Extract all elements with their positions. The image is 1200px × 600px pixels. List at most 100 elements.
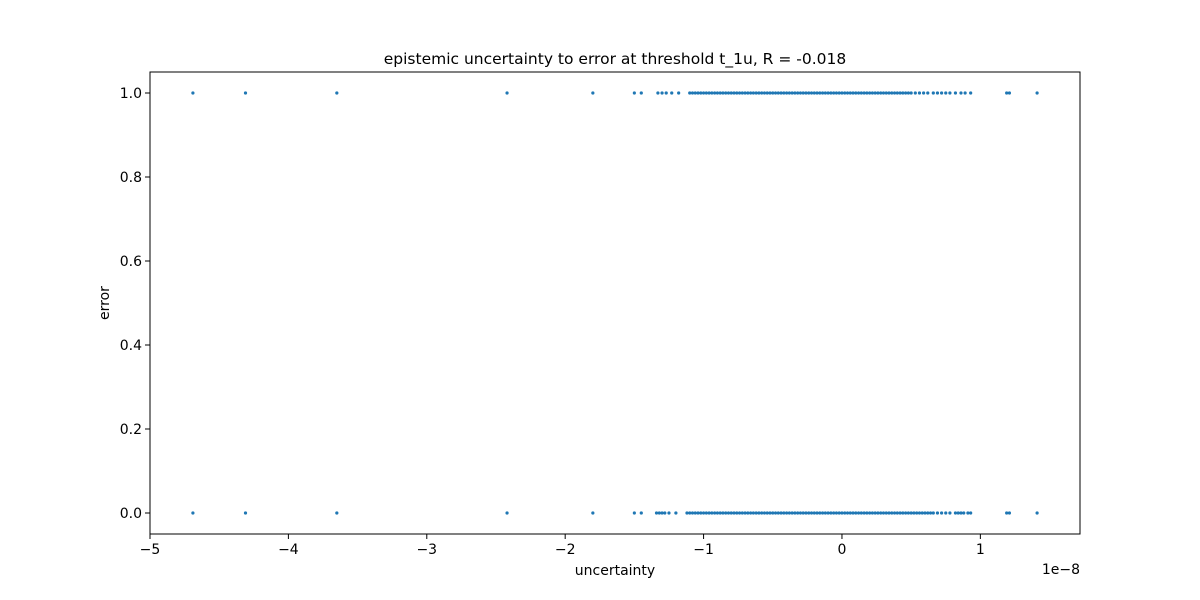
scatter-point — [690, 511, 695, 515]
scatter-point — [505, 511, 509, 515]
scatter-point — [724, 91, 728, 95]
scatter-point — [953, 511, 958, 515]
scatter-point — [876, 511, 880, 515]
scatter-point — [856, 91, 861, 95]
scatter-point — [944, 511, 948, 515]
scatter-point — [804, 91, 808, 95]
scatter-point — [843, 91, 847, 95]
scatter-point — [848, 91, 852, 95]
scatter-point — [726, 511, 731, 515]
scatter-point — [935, 91, 940, 95]
scatter-point — [859, 91, 863, 95]
scatter-point — [870, 91, 875, 95]
scatter-point — [505, 91, 509, 95]
scatter-point — [887, 91, 891, 95]
scatter-point — [873, 91, 877, 95]
scatter-point — [1035, 511, 1039, 515]
scatter-point — [787, 91, 791, 95]
scatter-point — [721, 511, 725, 515]
scatter-point — [740, 91, 744, 95]
scatter-point — [898, 91, 902, 95]
scatter-point — [737, 91, 742, 95]
scatter-point — [1005, 511, 1009, 515]
scatter-point — [922, 91, 926, 95]
x-tick-label: −5 — [140, 542, 161, 558]
scatter-point — [884, 91, 888, 95]
scatter-point — [663, 511, 667, 515]
scatter-point — [639, 91, 643, 95]
scatter-point — [718, 511, 722, 515]
x-tick-label: −2 — [555, 542, 576, 558]
scatter-point — [690, 91, 695, 95]
scatter-point — [890, 91, 894, 95]
scatter-point — [701, 91, 706, 95]
scatter-point — [765, 91, 769, 95]
scatter-point — [749, 91, 753, 95]
scatter-point — [713, 511, 717, 515]
scatter-point — [923, 511, 927, 515]
scatter-point — [818, 91, 822, 95]
scatter-point — [688, 511, 692, 515]
scatter-point — [837, 91, 841, 95]
scatter-point — [704, 91, 708, 95]
scatter-point — [715, 91, 720, 95]
scatter-point — [931, 511, 935, 515]
scatter-point — [796, 511, 800, 515]
scatter-point — [751, 91, 755, 95]
scatter-point — [740, 511, 744, 515]
scatter-point — [707, 511, 711, 515]
scatter-point — [807, 511, 811, 515]
scatter-point — [785, 91, 789, 95]
scatter-point — [834, 91, 839, 95]
scatter-point — [243, 91, 248, 95]
scatter-point — [963, 91, 967, 95]
scatter-point — [787, 511, 791, 515]
scatter-point — [729, 511, 733, 515]
plot-area — [191, 91, 1039, 515]
scatter-point — [796, 91, 800, 95]
scatter-point — [837, 511, 841, 515]
scatter-point — [809, 511, 814, 515]
y-tick-label: 0.4 — [120, 338, 142, 354]
scatter-point — [768, 511, 772, 515]
scatter-point — [926, 91, 930, 95]
scatter-point — [782, 511, 786, 515]
scatter-point — [757, 91, 761, 95]
scatter-point — [798, 91, 803, 95]
scatter-point — [735, 91, 739, 95]
scatter-point — [962, 511, 966, 515]
scatter-point — [732, 511, 736, 515]
scatter-point — [879, 511, 883, 515]
scatter-point — [335, 91, 339, 95]
scatter-point — [959, 91, 963, 95]
scatter-point — [798, 511, 803, 515]
scatter-point — [940, 91, 944, 95]
scatter-point — [926, 511, 930, 515]
scatter-point — [884, 511, 888, 515]
x-axis-label: uncertainty — [575, 563, 655, 579]
scatter-point — [956, 511, 960, 515]
scatter-point — [790, 511, 794, 515]
scatter-point — [701, 511, 706, 515]
scatter-point — [768, 91, 772, 95]
scatter-point — [845, 91, 850, 95]
scatter-point — [856, 511, 861, 515]
x-tick-label: 1 — [976, 542, 985, 558]
scatter-point — [935, 511, 940, 515]
scatter-point — [746, 91, 750, 95]
scatter-point — [721, 91, 725, 95]
scatter-point — [901, 511, 905, 515]
scatter-point — [940, 511, 944, 515]
scatter-point — [654, 511, 659, 515]
scatter-point — [913, 91, 917, 95]
scatter-point — [732, 91, 736, 95]
scatter-point — [693, 91, 697, 95]
scatter-point — [760, 91, 764, 95]
scatter-point — [688, 91, 692, 95]
scatter-point — [713, 91, 717, 95]
scatter-point — [879, 91, 883, 95]
scatter-point — [809, 91, 814, 95]
scatter-point — [776, 91, 780, 95]
scatter-point — [815, 511, 819, 515]
scatter-point — [848, 511, 852, 515]
